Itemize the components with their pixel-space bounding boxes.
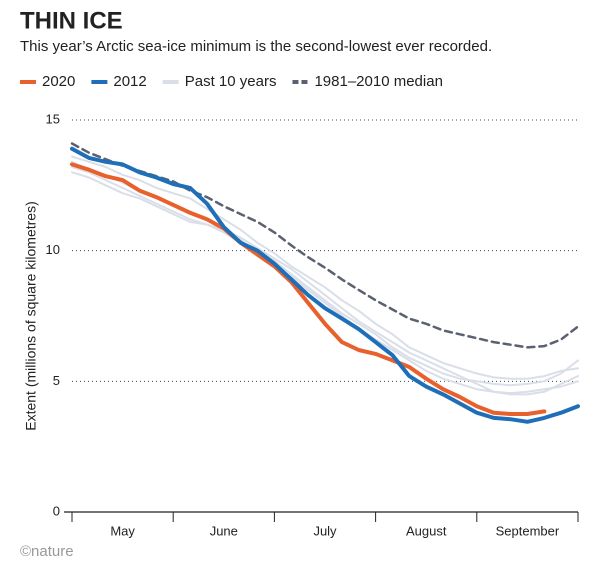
legend-label: 1981–2010 median — [314, 73, 442, 90]
x-tick-label: September — [496, 523, 560, 538]
x-tick-label: May — [110, 523, 135, 538]
chart-title: THIN ICE — [20, 7, 123, 34]
past-year-line — [71, 171, 579, 396]
past-year-line — [71, 160, 579, 395]
y-tick-label: 0 — [53, 503, 60, 518]
x-tick-label: August — [406, 523, 447, 538]
y-tick-label: 10 — [46, 242, 60, 257]
source: ©nature — [20, 543, 74, 560]
past-year-line — [71, 155, 579, 380]
series-line — [70, 146, 580, 424]
legend-label: 2012 — [113, 73, 146, 90]
x-tick-label: July — [313, 523, 337, 538]
y-tick-label: 5 — [53, 373, 60, 388]
legend-label: Past 10 years — [185, 73, 277, 90]
y-tick-label: 15 — [46, 111, 60, 126]
chart-subtitle: This year’s Arctic sea-ice minimum is th… — [20, 38, 492, 55]
y-axis-label: Extent (millions of square kilometres) — [23, 201, 39, 431]
x-tick-label: June — [210, 523, 238, 538]
series-line — [70, 162, 547, 416]
past-year-line — [71, 166, 579, 387]
legend-label: 2020 — [42, 73, 75, 90]
